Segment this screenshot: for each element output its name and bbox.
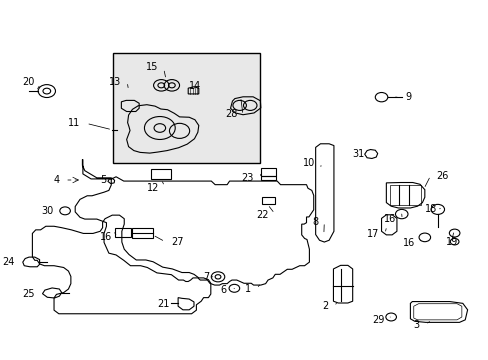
Bar <box>260 176 276 180</box>
Text: 12: 12 <box>146 183 159 193</box>
Text: 16: 16 <box>402 238 414 248</box>
Text: 7: 7 <box>203 272 209 282</box>
Text: 29: 29 <box>372 315 384 325</box>
Text: 20: 20 <box>22 77 35 87</box>
Text: 2: 2 <box>321 301 327 311</box>
Bar <box>114 228 131 237</box>
Text: 19: 19 <box>445 237 457 247</box>
Text: 9: 9 <box>405 92 411 102</box>
Bar <box>262 197 275 204</box>
Text: 28: 28 <box>224 109 237 119</box>
Text: 30: 30 <box>41 206 54 216</box>
Bar <box>113 53 259 163</box>
Text: 21: 21 <box>157 299 169 309</box>
Text: 11: 11 <box>68 118 81 128</box>
Text: 10: 10 <box>303 158 315 168</box>
Text: 17: 17 <box>366 229 378 239</box>
Text: 8: 8 <box>312 217 318 227</box>
Text: 26: 26 <box>435 171 448 181</box>
Text: 16: 16 <box>99 232 112 242</box>
Text: 24: 24 <box>2 257 15 267</box>
Text: 27: 27 <box>170 237 183 247</box>
Text: 4: 4 <box>53 175 59 185</box>
Bar <box>150 168 170 179</box>
Text: 31: 31 <box>351 149 364 159</box>
Text: 6: 6 <box>220 285 226 296</box>
Bar <box>260 168 276 176</box>
Text: 1: 1 <box>244 284 250 294</box>
Text: 15: 15 <box>145 62 158 72</box>
Bar <box>132 228 152 238</box>
Text: 14: 14 <box>188 81 201 91</box>
Text: 22: 22 <box>256 210 268 220</box>
Text: 23: 23 <box>241 173 254 183</box>
Text: 16: 16 <box>384 215 396 224</box>
Text: 18: 18 <box>424 204 436 215</box>
Text: 25: 25 <box>22 289 35 299</box>
Text: 13: 13 <box>109 77 121 87</box>
Text: 3: 3 <box>412 320 419 329</box>
Text: 5: 5 <box>101 175 107 185</box>
Bar <box>389 185 420 205</box>
